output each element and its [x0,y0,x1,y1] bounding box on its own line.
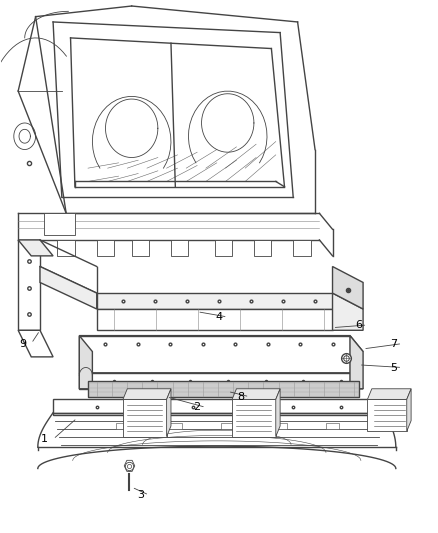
Polygon shape [274,423,287,429]
Polygon shape [97,240,114,256]
Polygon shape [171,240,188,256]
Text: 6: 6 [355,320,362,330]
Text: 7: 7 [390,338,397,349]
Text: 3: 3 [137,490,144,500]
Polygon shape [18,240,53,256]
Polygon shape [53,399,385,415]
Polygon shape [367,399,407,431]
Polygon shape [124,461,135,471]
Polygon shape [332,266,363,309]
Polygon shape [232,399,276,437]
Polygon shape [367,389,411,399]
Polygon shape [97,309,332,330]
Text: 2: 2 [194,402,201,413]
Text: 1: 1 [41,434,48,445]
Polygon shape [79,336,363,352]
Polygon shape [117,423,130,429]
Polygon shape [79,373,363,389]
Polygon shape [166,389,171,437]
Polygon shape [18,330,53,357]
Polygon shape [79,336,92,389]
Polygon shape [293,240,311,256]
Polygon shape [123,399,166,437]
Polygon shape [332,293,363,330]
Polygon shape [79,373,350,389]
Text: 4: 4 [215,312,223,322]
Polygon shape [44,213,75,235]
Polygon shape [407,389,411,431]
Text: 5: 5 [390,362,397,373]
Polygon shape [123,389,171,399]
Polygon shape [215,240,232,256]
Polygon shape [97,293,332,309]
Text: 9: 9 [19,338,26,349]
Polygon shape [232,389,280,399]
Polygon shape [88,381,359,397]
Polygon shape [132,240,149,256]
Polygon shape [18,240,40,330]
Polygon shape [79,336,350,373]
Polygon shape [276,389,280,437]
Polygon shape [326,423,339,429]
Polygon shape [169,423,182,429]
Polygon shape [350,336,363,389]
Polygon shape [57,240,75,256]
Polygon shape [221,423,234,429]
Text: 8: 8 [237,392,244,402]
Polygon shape [254,240,272,256]
Polygon shape [40,266,97,309]
